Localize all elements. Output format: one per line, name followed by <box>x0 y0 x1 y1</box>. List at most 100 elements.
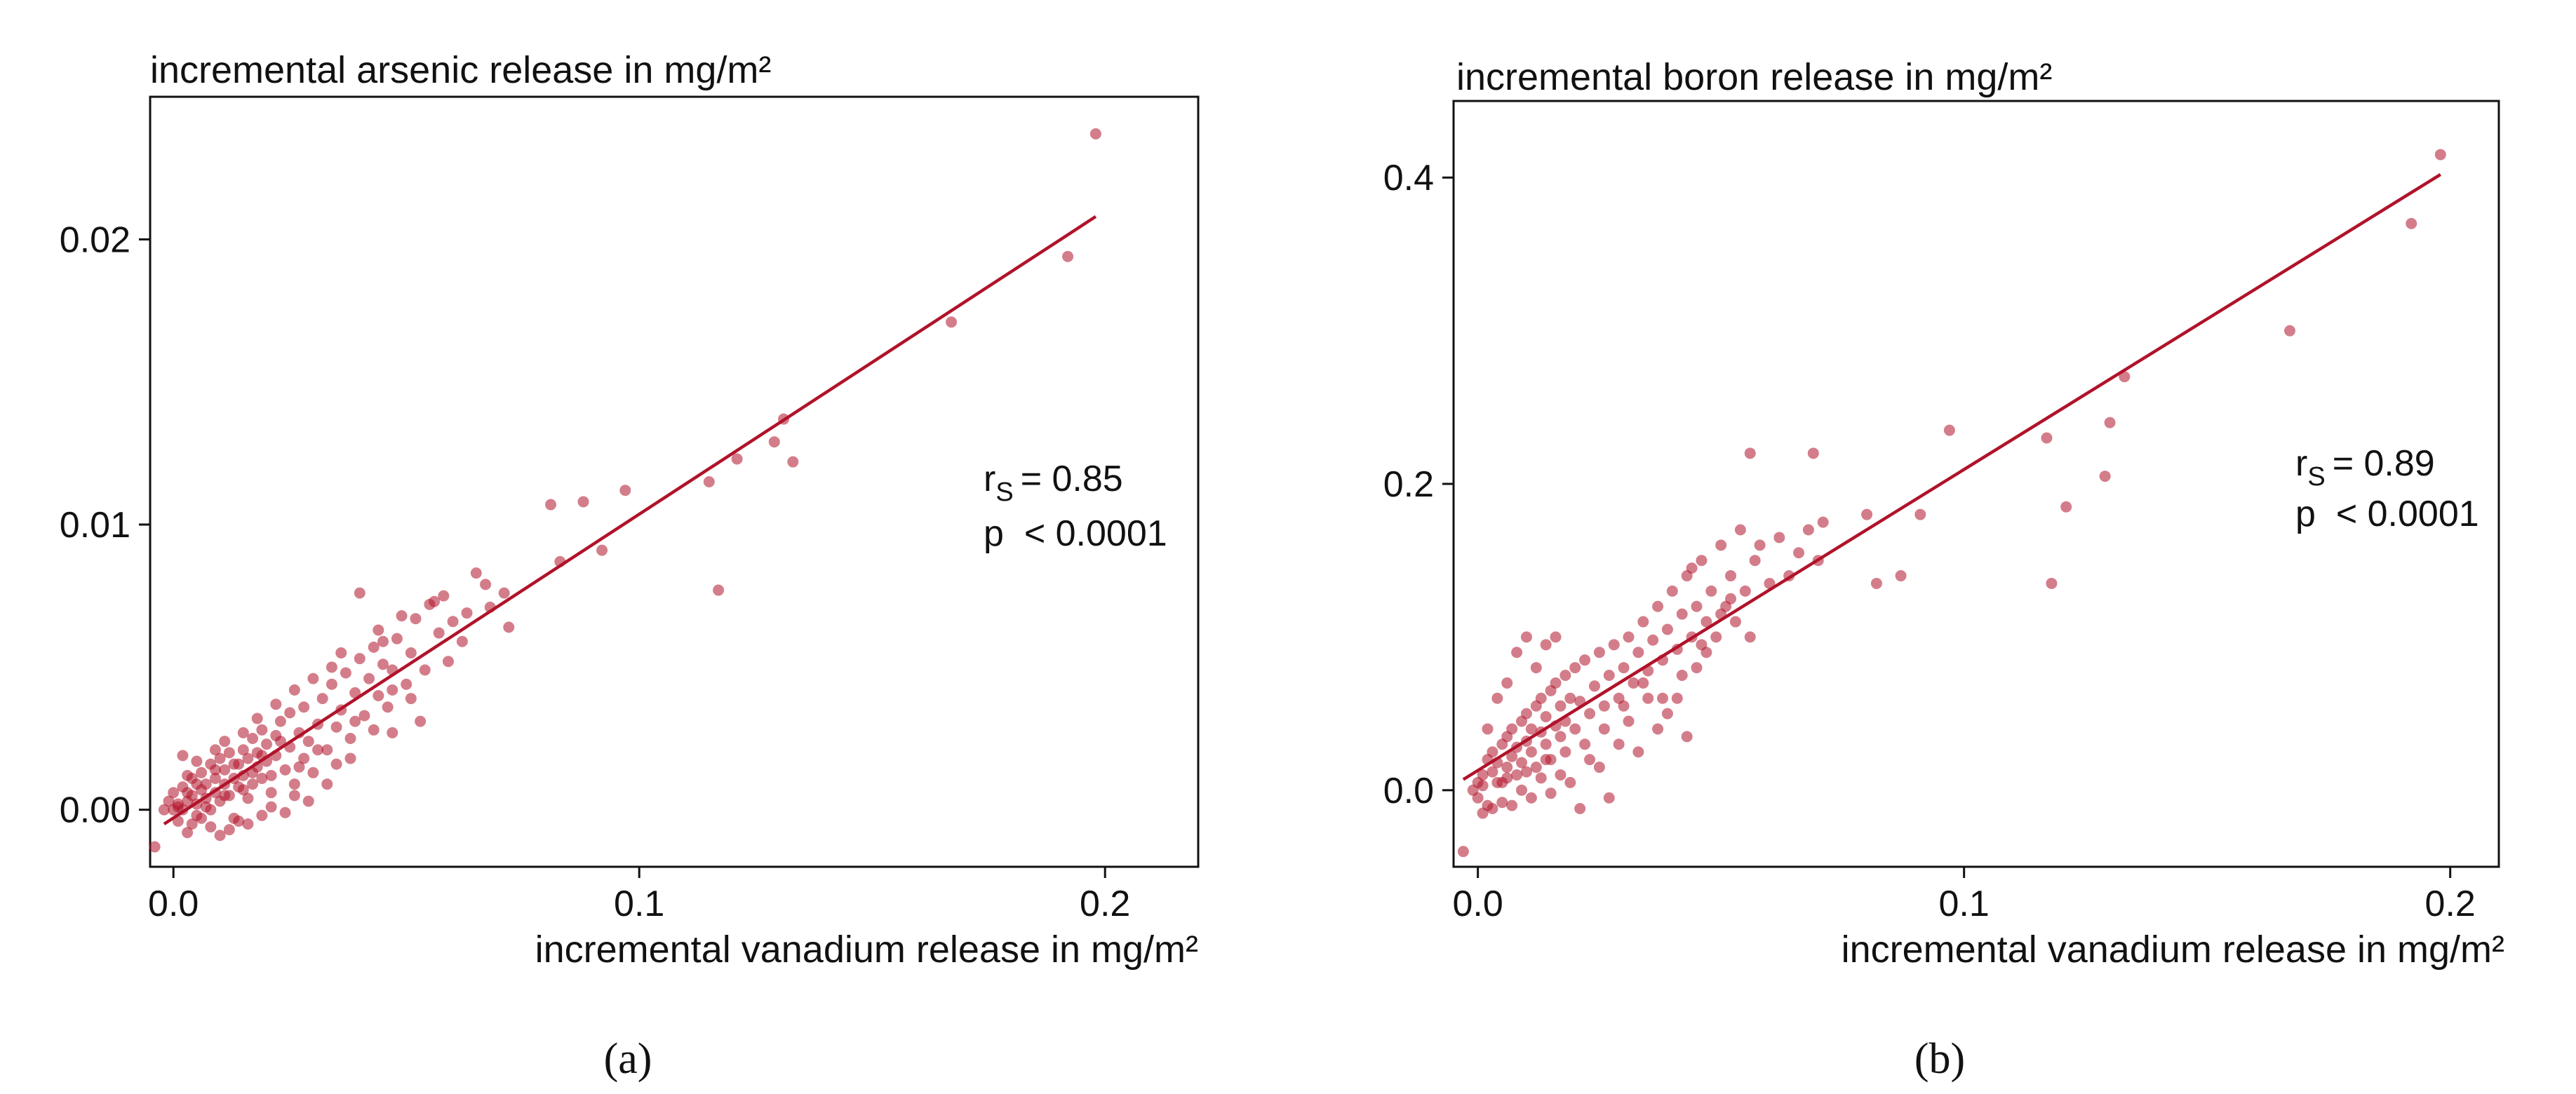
scatter-point <box>619 485 631 497</box>
scatter-point <box>1661 708 1673 720</box>
scatter-point <box>270 698 282 710</box>
scatter-point <box>182 827 194 839</box>
r-value: = 0.85 <box>1021 459 1123 499</box>
scatter-point <box>321 744 333 756</box>
scatter-point <box>1914 508 1926 520</box>
scatter-point <box>1807 447 1819 459</box>
scatter-point <box>1535 772 1547 784</box>
scatter-point <box>1491 692 1503 704</box>
scatter-point <box>265 787 277 799</box>
scatter-point <box>1457 846 1469 858</box>
scatter-point <box>363 673 375 684</box>
scatter-points <box>1457 149 2446 858</box>
scatter-point <box>1676 608 1688 620</box>
x-tick-label: 0.2 <box>1080 884 1130 924</box>
scatter-point <box>228 758 240 770</box>
scatter-point <box>265 769 277 781</box>
r-symbol: r <box>984 459 995 499</box>
scatter-point <box>405 647 417 659</box>
scatter-point <box>261 738 272 750</box>
scatter-point <box>1472 792 1484 804</box>
scatter-point <box>354 587 365 599</box>
scatter-point <box>1671 692 1683 704</box>
r-value: = 0.89 <box>2333 443 2435 484</box>
scatter-point <box>470 567 482 579</box>
scatter-point <box>461 607 473 619</box>
scatter-point <box>1744 631 1756 643</box>
scatter-point <box>1623 631 1635 643</box>
scatter-point <box>1895 570 1907 582</box>
chart-title: incremental boron release in mg/m² <box>1456 56 2052 98</box>
scatter-point <box>433 627 445 639</box>
scatter-point <box>1657 692 1668 704</box>
scatter-point <box>405 693 417 705</box>
scatter-point <box>1632 647 1644 659</box>
scatter-point <box>214 830 226 842</box>
scatter-point <box>1569 723 1581 735</box>
scatter-point <box>1613 738 1625 750</box>
scatter-point <box>256 724 268 736</box>
x-axis-label: incremental vanadium release in mg/m² <box>535 928 1198 971</box>
scatter-point <box>1487 766 1498 778</box>
scatter-point <box>1686 562 1698 574</box>
scatter-point <box>1691 600 1703 612</box>
scatter-point <box>1559 670 1571 681</box>
scatter-point <box>703 476 715 487</box>
scatter-point <box>438 590 450 602</box>
scatter-point <box>1530 662 1542 674</box>
scatter-point <box>1652 600 1664 612</box>
scatter-point <box>1666 585 1678 597</box>
scatter-point <box>1501 677 1513 689</box>
scatter-point <box>2119 371 2131 383</box>
scatter-point <box>1545 788 1557 799</box>
scatter-point <box>731 453 743 465</box>
scatter-point <box>1943 424 1955 436</box>
y-tick-label: 0.0 <box>1383 771 1434 811</box>
y-axis: 0.0 0.2 0.4 <box>1383 158 1454 811</box>
chart-panel-arsenic: incremental arsenic release in mg/m² 0.0… <box>60 49 1200 1083</box>
scatter-point <box>1477 780 1489 792</box>
scatter-point <box>1559 746 1571 758</box>
scatter-point <box>415 715 427 727</box>
scatter-point <box>237 727 249 738</box>
scatter-point <box>149 841 161 853</box>
scatter-point <box>1764 577 1776 589</box>
scatter-point <box>219 764 231 776</box>
scatter-point <box>326 678 337 690</box>
scatter-point <box>1754 539 1766 551</box>
scatter-point <box>1681 731 1693 743</box>
scatter-point <box>1861 508 1873 520</box>
scatter-point <box>1530 762 1542 774</box>
y-tick-label: 0.01 <box>60 505 130 546</box>
scatter-point <box>387 727 398 738</box>
scatter-point <box>242 818 254 830</box>
scatter-point <box>302 795 314 807</box>
scatter-point <box>293 761 305 773</box>
scatter-point <box>1598 723 1610 735</box>
scatter-point <box>172 801 184 813</box>
scatter-point <box>349 687 361 698</box>
scatter-point <box>577 496 589 508</box>
scatter-point <box>247 778 259 790</box>
scatter-point <box>354 653 365 665</box>
scatter-point <box>2104 417 2116 428</box>
x-tick-label: 0.0 <box>148 884 199 924</box>
scatter-point <box>279 806 291 818</box>
scatter-point <box>1817 516 1829 528</box>
scatter-point <box>768 436 780 448</box>
scatter-point <box>456 635 468 647</box>
scatter-point <box>1574 803 1586 815</box>
scatter-point <box>1511 647 1523 659</box>
scatter-point <box>288 684 300 696</box>
regression-line <box>163 215 1097 825</box>
scatter-point <box>214 752 226 764</box>
scatter-point <box>223 824 235 836</box>
scatter-point <box>1501 762 1513 774</box>
chart-title: incremental arsenic release in mg/m² <box>150 49 771 91</box>
scatter-point <box>1477 769 1489 781</box>
scatter-point <box>1584 754 1596 766</box>
scatter-point <box>1516 757 1528 769</box>
scatter-point <box>373 690 384 701</box>
scatter-point <box>1870 577 1882 589</box>
